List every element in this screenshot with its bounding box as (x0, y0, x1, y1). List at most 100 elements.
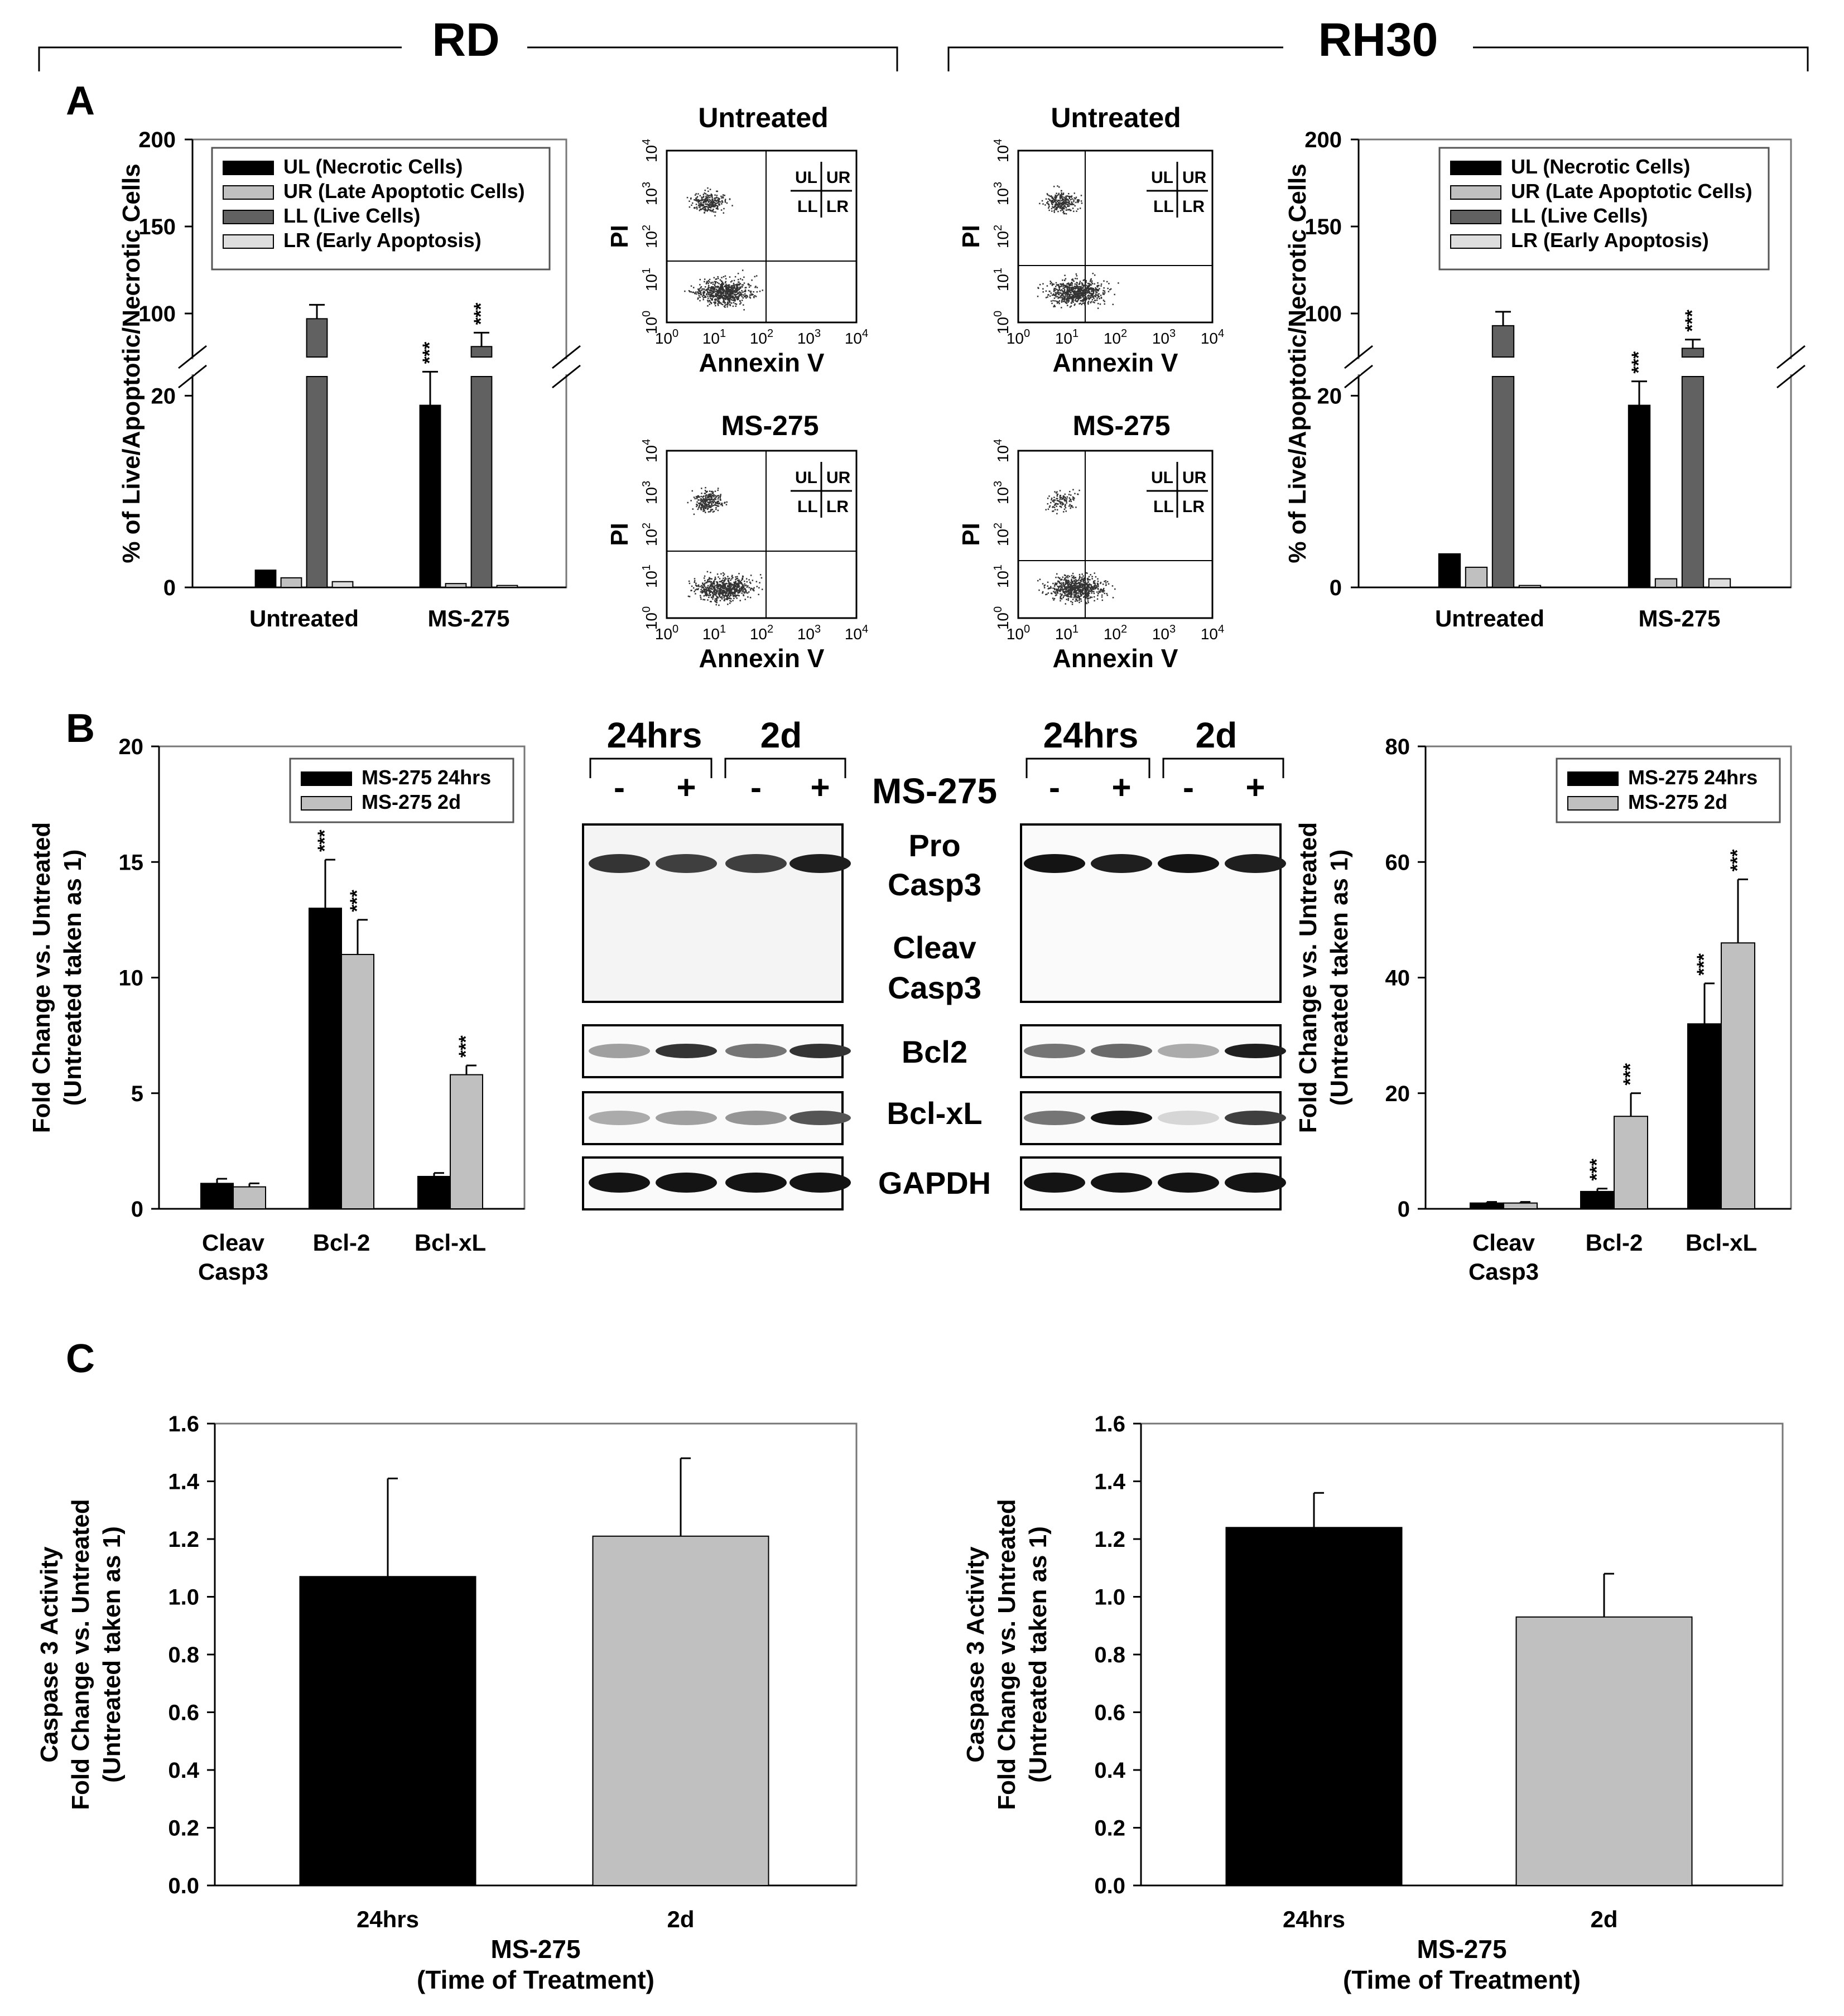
flow-event (1062, 502, 1064, 504)
flow-event (704, 493, 706, 494)
flow-event (1061, 208, 1063, 210)
flow-event (1064, 286, 1066, 288)
significance-mark: *** (419, 341, 440, 364)
flow-event (1073, 583, 1075, 585)
flow-event (1093, 591, 1095, 592)
flow-event (1093, 290, 1095, 292)
flow-event (1081, 300, 1083, 302)
flow-event (1063, 298, 1066, 301)
flow-event (730, 295, 733, 297)
flow-event (716, 295, 719, 296)
flow-event (1071, 204, 1073, 205)
flow-event (725, 296, 727, 298)
flow-event (719, 279, 721, 281)
flow-event (722, 586, 724, 588)
flow-event (1097, 302, 1099, 305)
flow-event (1081, 573, 1083, 575)
flow-event (695, 584, 697, 586)
flow-event (1073, 591, 1075, 593)
flow-event (733, 297, 735, 298)
flow-event (707, 496, 710, 499)
flow-event (1070, 297, 1072, 299)
flow-event (700, 504, 702, 505)
flow-event (700, 509, 702, 510)
flow-event (702, 199, 704, 201)
flow-event (707, 579, 709, 581)
flow-event (721, 585, 723, 587)
flow-event (1085, 595, 1087, 596)
flow-event (730, 588, 733, 590)
flow-event (739, 589, 742, 591)
flow-event (1070, 199, 1072, 201)
flow-event (735, 305, 737, 307)
flow-event (697, 193, 699, 195)
quadrant-label: UR (1182, 469, 1207, 487)
flow-event (1087, 601, 1089, 604)
flow-event (724, 591, 725, 592)
flow-event (1055, 595, 1057, 596)
flow-event (1065, 196, 1067, 199)
flow-event (1095, 587, 1097, 590)
x-tick-label: Untreated (1435, 605, 1544, 631)
flow-event (1082, 285, 1085, 287)
flow-event (738, 579, 740, 581)
flow-event (1088, 298, 1090, 300)
flow-event (1080, 293, 1082, 295)
flow-event (740, 292, 742, 293)
flow-event (1080, 591, 1082, 593)
flow-event (709, 506, 711, 508)
flow-event (699, 505, 700, 507)
y-axis-label: (Untreated taken as 1) (98, 1526, 126, 1783)
flow-event (714, 495, 716, 496)
flow-event (707, 504, 710, 506)
flow-event (738, 581, 740, 582)
flow-event (1048, 198, 1049, 200)
flow-event (730, 590, 732, 591)
flow-event (705, 283, 707, 284)
flow-event (1063, 201, 1065, 203)
flow-event (733, 586, 734, 588)
flow-event (1070, 505, 1072, 507)
flow-event (1097, 294, 1099, 296)
flow-event (713, 499, 715, 501)
flow-event (1073, 577, 1075, 580)
flow-event (743, 586, 744, 587)
panel-label-a: A (66, 79, 95, 123)
flow-event (1062, 589, 1064, 590)
bar (1687, 1023, 1722, 1210)
bar (1465, 566, 1488, 588)
flow-event (1056, 209, 1057, 211)
flow-event (1106, 594, 1109, 596)
flow-event (708, 587, 710, 589)
y-tick-label: 0.2 (1094, 1816, 1125, 1841)
flow-event (1078, 283, 1080, 285)
flow-event (733, 597, 735, 600)
flow-event (1066, 283, 1068, 285)
flow-event (709, 295, 711, 296)
flow-event (1056, 208, 1058, 209)
flow-event (724, 600, 725, 601)
flow-event (695, 291, 697, 293)
flow-event (692, 291, 695, 293)
flow-event (1090, 588, 1091, 590)
flow-event (715, 278, 717, 280)
flow-event (689, 200, 690, 202)
flow-event (701, 204, 704, 206)
flow-event (1089, 297, 1091, 299)
flow-event (695, 204, 697, 205)
flow-event (1063, 210, 1065, 212)
flow-event (1062, 582, 1064, 583)
flow-event (733, 282, 735, 284)
flow-event (1092, 588, 1094, 590)
flow-event (1093, 297, 1095, 299)
flow-event (1075, 288, 1077, 290)
flow-event (707, 195, 709, 196)
flow-event (707, 293, 709, 296)
flow-event (710, 282, 712, 284)
flow-event (744, 589, 746, 590)
flow-event (1073, 576, 1075, 578)
flow-event (736, 584, 738, 586)
x-tick-label: 104 (845, 623, 868, 643)
flow-event (726, 292, 728, 293)
flow-event (1065, 213, 1067, 215)
